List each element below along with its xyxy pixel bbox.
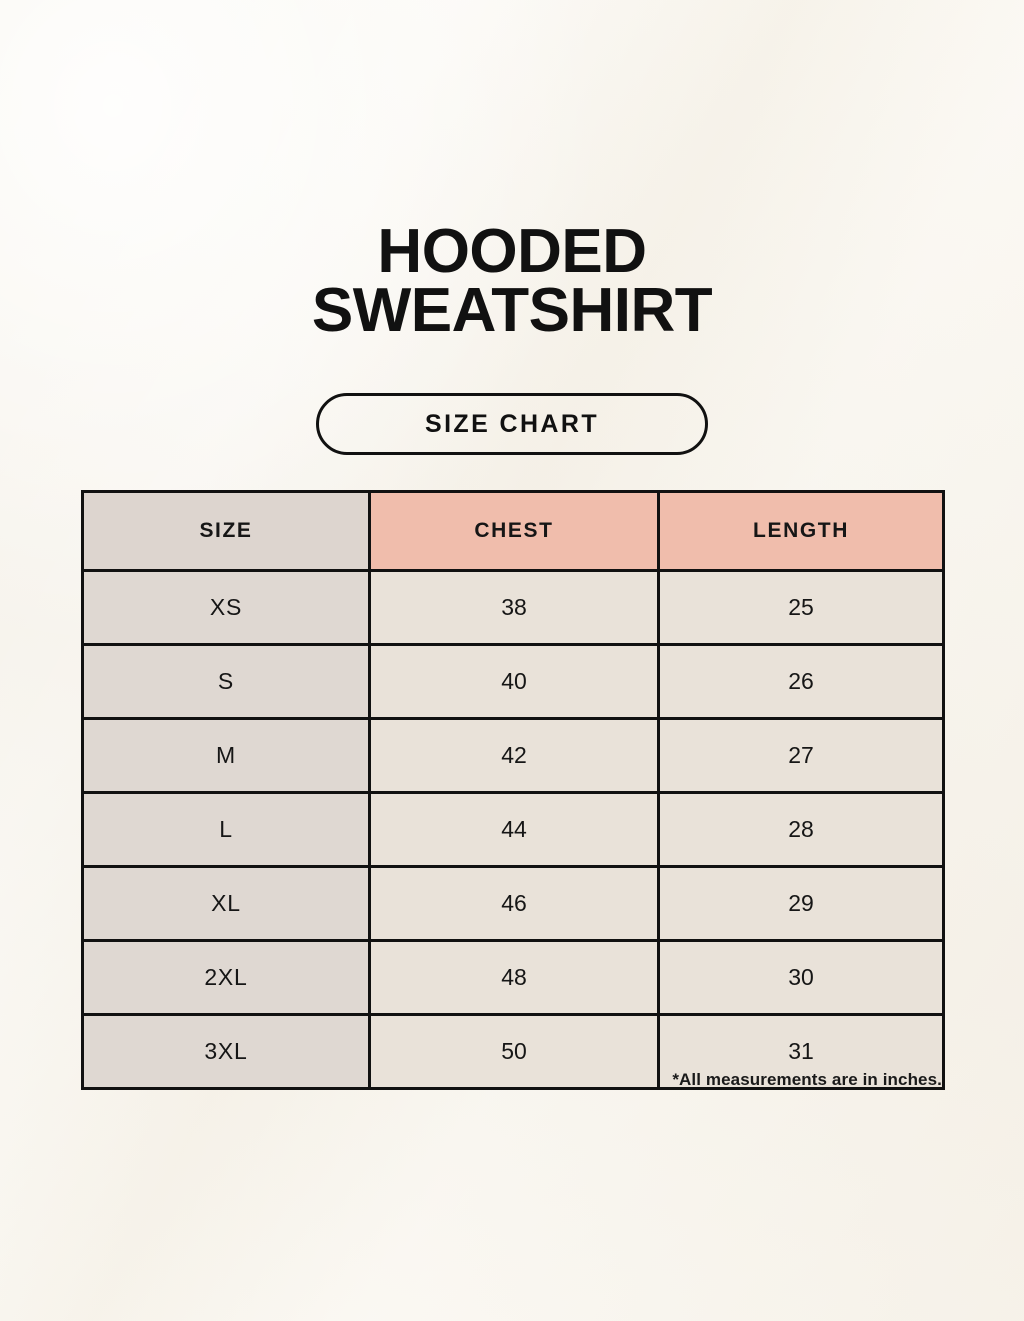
cell-chest: 42 [368, 717, 660, 794]
cell-chest: 46 [368, 865, 660, 942]
table-row: 3XL 50 31 [81, 1013, 945, 1090]
cell-chest: 44 [368, 791, 660, 868]
page-title: HOODED SWEATSHIRT [0, 217, 1024, 345]
title-line-one: HOODED [377, 217, 647, 286]
cell-length: 30 [657, 939, 945, 1016]
cell-size: XL [81, 865, 371, 942]
cell-chest: 50 [368, 1013, 660, 1090]
cell-length: 26 [657, 643, 945, 720]
cell-length: 31 [657, 1013, 945, 1090]
cell-length: 25 [657, 569, 945, 646]
column-header-chest: CHEST [368, 490, 660, 572]
table-row: M 42 27 [81, 717, 945, 794]
column-header-size: SIZE [81, 490, 371, 572]
cell-length: 28 [657, 791, 945, 868]
cell-chest: 40 [368, 643, 660, 720]
size-chart-badge-label: SIZE CHART [425, 409, 599, 438]
table-row: L 44 28 [81, 791, 945, 868]
cell-length: 27 [657, 717, 945, 794]
cell-chest: 38 [368, 569, 660, 646]
table-header-row: SIZE CHEST LENGTH [81, 490, 945, 572]
table-row: S 40 26 [81, 643, 945, 720]
table-row: XS 38 25 [81, 569, 945, 646]
cell-chest: 48 [368, 939, 660, 1016]
size-chart-badge: SIZE CHART [316, 393, 708, 455]
cell-size: 3XL [81, 1013, 371, 1090]
table-row: XL 46 29 [81, 865, 945, 942]
table-row: 2XL 48 30 [81, 939, 945, 1016]
cell-size: S [81, 643, 371, 720]
cell-size: 2XL [81, 939, 371, 1016]
table-header: SIZE CHEST LENGTH [81, 490, 945, 572]
cell-length: 29 [657, 865, 945, 942]
cell-size: L [81, 791, 371, 868]
table-body: XS 38 25 S 40 26 M 42 27 L 44 28 XL 46 [81, 569, 945, 1090]
column-header-length: LENGTH [657, 490, 945, 572]
cell-size: XS [81, 569, 371, 646]
measurement-footnote: *All measurements are in inches. [672, 1070, 942, 1089]
title-line-two: SWEATSHIRT [311, 276, 713, 345]
size-chart-table: SIZE CHEST LENGTH XS 38 25 S 40 26 M 42 … [81, 490, 945, 1090]
cell-size: M [81, 717, 371, 794]
